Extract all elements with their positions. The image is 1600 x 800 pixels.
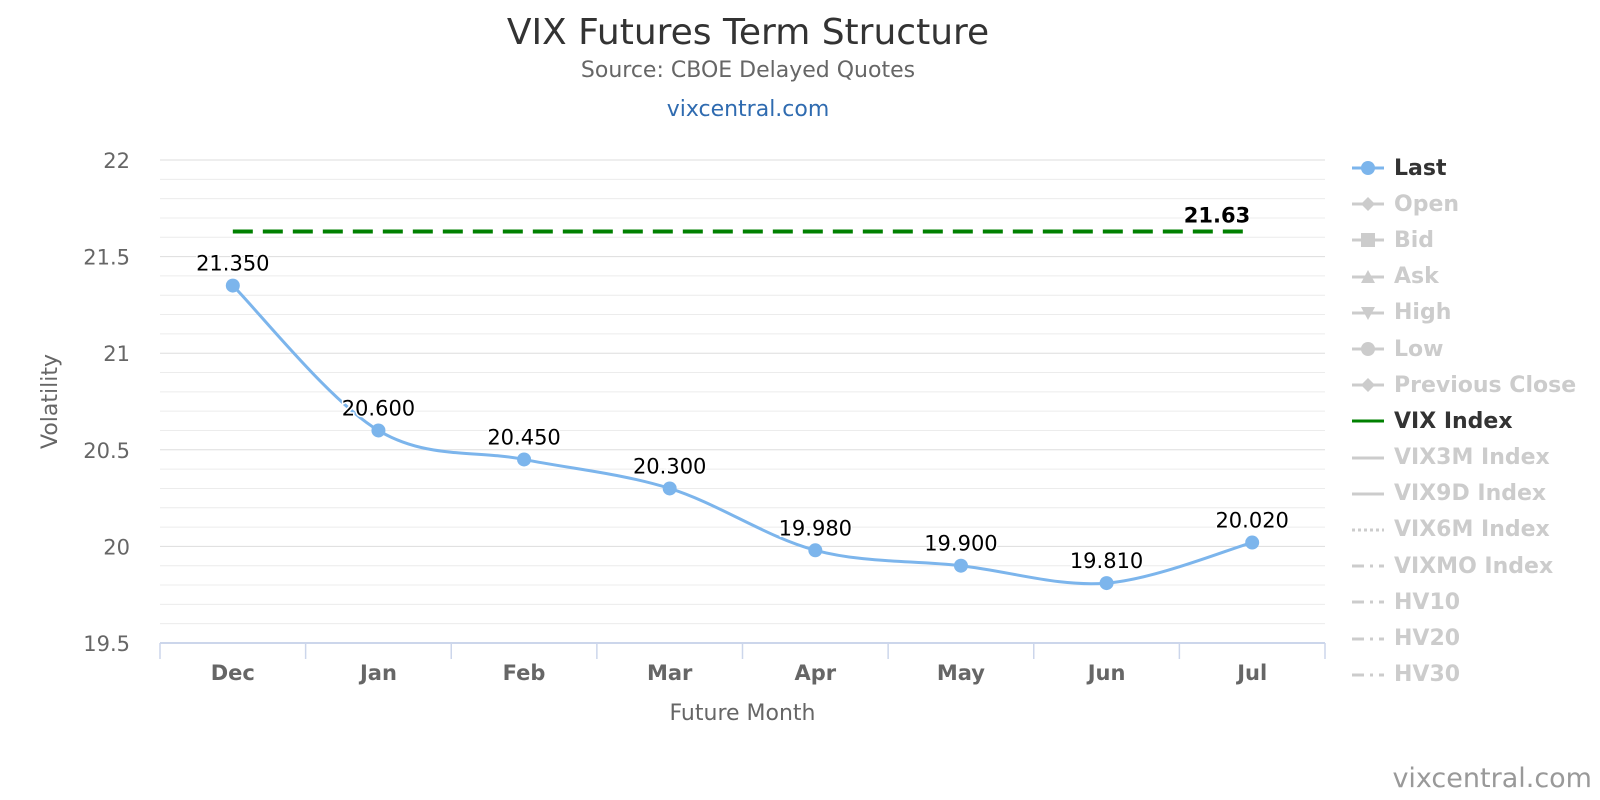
last-data-label: 21.350 — [196, 252, 269, 276]
legend-label: Bid — [1394, 227, 1435, 253]
last-data-point[interactable] — [1245, 535, 1260, 550]
y-tick-label: 22 — [103, 149, 130, 173]
line-legend-icon — [1352, 456, 1384, 460]
last-data-point[interactable] — [225, 278, 240, 293]
legend-item[interactable]: High — [1352, 295, 1597, 331]
diamond-legend-icon — [1352, 378, 1384, 393]
legend-item[interactable]: VIX3M Index — [1352, 440, 1597, 476]
last-data-point[interactable] — [808, 543, 823, 558]
legend-item[interactable]: VIX Index — [1352, 403, 1597, 439]
y-tick-label: 19.5 — [83, 632, 130, 656]
last-data-point[interactable] — [662, 481, 677, 496]
dash-dot-legend-icon — [1352, 637, 1384, 641]
chart-title: VIX Futures Term Structure — [506, 12, 990, 53]
last-series-line — [231, 284, 1253, 586]
dash-dot-legend-icon — [1352, 673, 1384, 677]
legend-label: VIXMO Index — [1394, 553, 1554, 579]
legend-label: VIX9D Index — [1394, 481, 1547, 507]
x-tick-label: Apr — [794, 661, 836, 685]
chart-legend: Last Open Bid Ask High Low Previous Close VIX I… — [1352, 150, 1597, 693]
source-link[interactable]: vixcentral.com — [666, 97, 830, 122]
legend-item[interactable]: VIX9D Index — [1352, 476, 1597, 512]
x-tick-label: Jun — [1086, 661, 1126, 685]
y-tick-label: 21.5 — [83, 246, 130, 270]
last-data-label: 19.810 — [1070, 549, 1143, 573]
square-legend-icon — [1352, 233, 1384, 248]
line-legend-icon — [1352, 419, 1384, 423]
x-tick-label: Jan — [358, 661, 397, 685]
vix-index-label: 21.63 — [1184, 203, 1250, 227]
legend-label: Last — [1394, 155, 1447, 181]
legend-item[interactable]: Low — [1352, 331, 1597, 367]
last-data-label: 20.300 — [633, 454, 706, 478]
legend-label: VIX3M Index — [1394, 445, 1550, 471]
legend-item[interactable]: Ask — [1352, 259, 1597, 295]
x-tick-label: Mar — [647, 661, 693, 685]
triangle-down-legend-icon — [1352, 306, 1384, 320]
legend-item[interactable]: Previous Close — [1352, 367, 1597, 403]
circle-legend-icon — [1352, 342, 1384, 357]
legend-item[interactable]: Last — [1352, 150, 1597, 186]
legend-label: HV20 — [1394, 626, 1461, 652]
chart-subtitle: Source: CBOE Delayed Quotes — [580, 58, 916, 83]
legend-label: Ask — [1394, 264, 1439, 290]
y-tick-label: 21 — [103, 342, 130, 366]
last-data-point[interactable] — [517, 452, 532, 467]
legend-label: Low — [1394, 336, 1444, 362]
last-data-label: 20.450 — [487, 425, 560, 449]
legend-label: VIX6M Index — [1394, 517, 1550, 543]
credit-link[interactable]: vixcentral.com — [1392, 763, 1592, 794]
legend-item[interactable]: HV20 — [1352, 620, 1597, 656]
last-data-point[interactable] — [953, 558, 968, 573]
x-tick-label: Feb — [503, 661, 546, 685]
legend-label: Previous Close — [1394, 372, 1577, 398]
x-tick-label: Jul — [1235, 661, 1267, 685]
x-tick-label: May — [937, 661, 985, 685]
last-data-point[interactable] — [371, 423, 386, 438]
last-data-label: 20.020 — [1215, 509, 1288, 533]
triangle-legend-icon — [1352, 269, 1384, 283]
legend-item[interactable]: HV10 — [1352, 584, 1597, 620]
legend-item[interactable]: VIXMO Index — [1352, 548, 1597, 584]
x-tick-label: Dec — [211, 661, 255, 685]
last-data-label: 19.900 — [924, 532, 997, 556]
circle-legend-icon — [1352, 161, 1384, 176]
legend-label: HV30 — [1394, 662, 1461, 688]
dotted-legend-icon — [1352, 528, 1384, 532]
x-axis-title: Future Month — [669, 701, 815, 726]
dash-dot-legend-icon — [1352, 564, 1384, 568]
last-data-label: 19.980 — [779, 516, 852, 540]
legend-item[interactable]: HV30 — [1352, 657, 1597, 693]
dash-dot-legend-icon — [1352, 600, 1384, 604]
last-data-label: 20.600 — [342, 396, 415, 420]
legend-label: Open — [1394, 191, 1460, 217]
legend-item[interactable]: Open — [1352, 186, 1597, 222]
legend-item[interactable]: Bid — [1352, 222, 1597, 258]
y-axis-title: Volatility — [38, 354, 63, 449]
y-tick-label: 20 — [103, 535, 130, 559]
diamond-legend-icon — [1352, 197, 1384, 212]
y-tick-label: 20.5 — [83, 439, 130, 463]
legend-item[interactable]: VIX6M Index — [1352, 512, 1597, 548]
last-data-point[interactable] — [1099, 576, 1114, 591]
legend-label: VIX Index — [1394, 408, 1513, 434]
line-legend-icon — [1352, 492, 1384, 496]
legend-label: HV10 — [1394, 589, 1461, 615]
legend-label: High — [1394, 300, 1452, 326]
